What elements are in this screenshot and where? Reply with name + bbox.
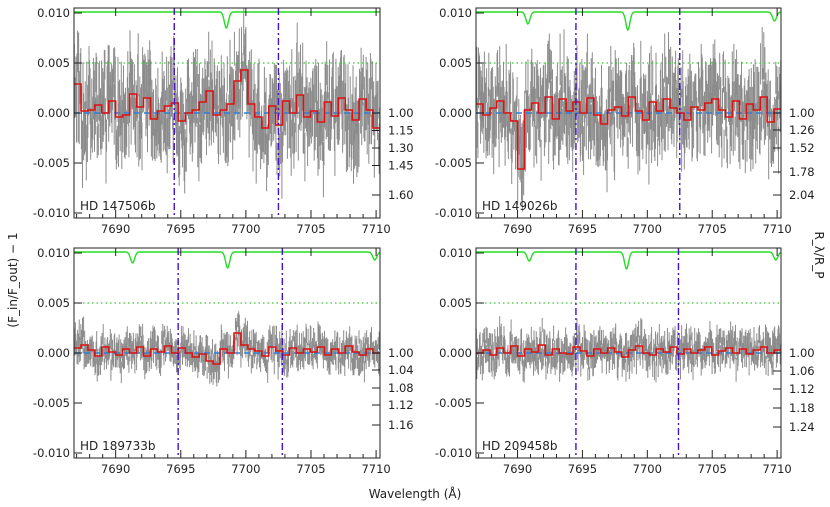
y-tick-label: -0.005 (435, 396, 472, 410)
x-tick-label: 7705 (296, 462, 325, 476)
y-tick-label: 0.010 (439, 246, 472, 260)
right-tick-label: 1.18 (789, 401, 815, 415)
binned-series (74, 332, 380, 365)
telluric-spectrum (476, 11, 781, 32)
right-tick-label: 1.00 (388, 106, 414, 120)
right-tick-label: 2.04 (789, 188, 815, 202)
x-tick-label: 7690 (503, 462, 532, 476)
y-tick-label: 0.010 (37, 246, 70, 260)
x-tick-label: 7705 (296, 222, 325, 236)
y-tick-label: -0.010 (435, 446, 472, 460)
y-tick-label: 0.005 (37, 56, 70, 70)
plot-area (476, 8, 781, 218)
telluric-spectrum (476, 251, 781, 270)
plot-area (74, 8, 380, 218)
panel: 7690 7695 7700 7705 7710 -0.010 -0.005 0.000 0.0… (33, 6, 414, 236)
x-tick-label: 7690 (503, 222, 532, 236)
plot-area (476, 248, 781, 458)
x-tick-label: 7700 (633, 462, 662, 476)
panels: 7690 7695 7700 7705 7710 -0.010 -0.005 0.000 0.0… (33, 6, 815, 476)
panel-label: HD 209458b (482, 439, 558, 453)
x-tick-label: 7690 (101, 222, 130, 236)
y-tick-label: 0.005 (439, 56, 472, 70)
y-axis-label: (F_in/F_out) − 1 (6, 232, 20, 327)
right-tick-label: 1.16 (388, 418, 414, 432)
binned-series (476, 344, 781, 358)
y-tick-label: -0.010 (33, 446, 70, 460)
y-tick-label: 0.005 (37, 296, 70, 310)
data-errorbars (74, 8, 380, 199)
x-tick-label: 7700 (231, 222, 260, 236)
x-tick-label: 7700 (633, 222, 662, 236)
x-tick-label: 7695 (166, 222, 195, 236)
right-tick-label: 1.00 (789, 346, 815, 360)
panel-label: HD 147506b (80, 199, 156, 213)
binned-series (476, 96, 781, 170)
right-tick-label: 1.60 (388, 188, 414, 202)
right-tick-label: 1.00 (789, 106, 815, 120)
right-tick-label: 1.12 (388, 398, 414, 412)
x-tick-label: 7695 (568, 462, 597, 476)
telluric-spectrum (74, 251, 380, 270)
right-y-axis-label: R_λ/R_P (812, 231, 826, 278)
y-tick-label: -0.005 (33, 156, 70, 170)
right-tick-label: 1.15 (388, 124, 414, 138)
x-tick-label: 7705 (698, 222, 727, 236)
panel-label: HD 149026b (482, 199, 558, 213)
panel: 7690 7695 7700 7705 7710 -0.010 -0.005 0.000 0.0… (435, 6, 815, 236)
x-tick-label: 7710 (361, 462, 390, 476)
right-tick-label: 1.12 (789, 382, 815, 396)
right-tick-label: 1.45 (388, 159, 414, 173)
x-tick-label: 7700 (231, 462, 260, 476)
y-tick-label: 0.000 (37, 346, 70, 360)
right-tick-label: 1.24 (789, 420, 815, 434)
right-tick-label: 1.52 (789, 141, 815, 155)
x-tick-label: 7710 (762, 462, 791, 476)
x-tick-label: 7690 (101, 462, 130, 476)
panel: 7690 7695 7700 7705 7710 -0.010 -0.005 0.000 0.0… (33, 246, 414, 476)
y-tick-label: 0.000 (439, 346, 472, 360)
x-axis-label: Wavelength (Å) (369, 486, 462, 501)
x-tick-label: 7710 (762, 222, 791, 236)
right-tick-label: 1.00 (388, 346, 414, 360)
panel: 7690 7695 7700 7705 7710 -0.010 -0.005 0.000 0.0… (435, 246, 815, 476)
y-tick-label: -0.005 (33, 396, 70, 410)
right-tick-label: 1.04 (388, 363, 414, 377)
y-tick-label: 0.010 (439, 6, 472, 20)
x-tick-label: 7705 (698, 462, 727, 476)
x-tick-label: 7710 (361, 222, 390, 236)
y-tick-label: -0.005 (435, 156, 472, 170)
x-tick-label: 7695 (166, 462, 195, 476)
right-tick-label: 1.26 (789, 123, 815, 137)
telluric-spectrum (74, 11, 380, 30)
y-tick-label: -0.010 (435, 206, 472, 220)
y-tick-label: 0.000 (439, 106, 472, 120)
x-tick-label: 7695 (568, 222, 597, 236)
y-tick-label: 0.010 (37, 6, 70, 20)
y-tick-label: 0.000 (37, 106, 70, 120)
binned-series (74, 69, 380, 129)
right-tick-label: 1.78 (789, 165, 815, 179)
right-tick-label: 1.08 (388, 381, 414, 395)
panel-label: HD 189733b (80, 439, 156, 453)
data-errorbars (476, 27, 781, 212)
plot-area (74, 248, 380, 458)
right-tick-label: 1.06 (789, 364, 815, 378)
right-tick-label: 1.30 (388, 141, 414, 155)
y-tick-label: -0.010 (33, 206, 70, 220)
y-tick-label: 0.005 (439, 296, 472, 310)
